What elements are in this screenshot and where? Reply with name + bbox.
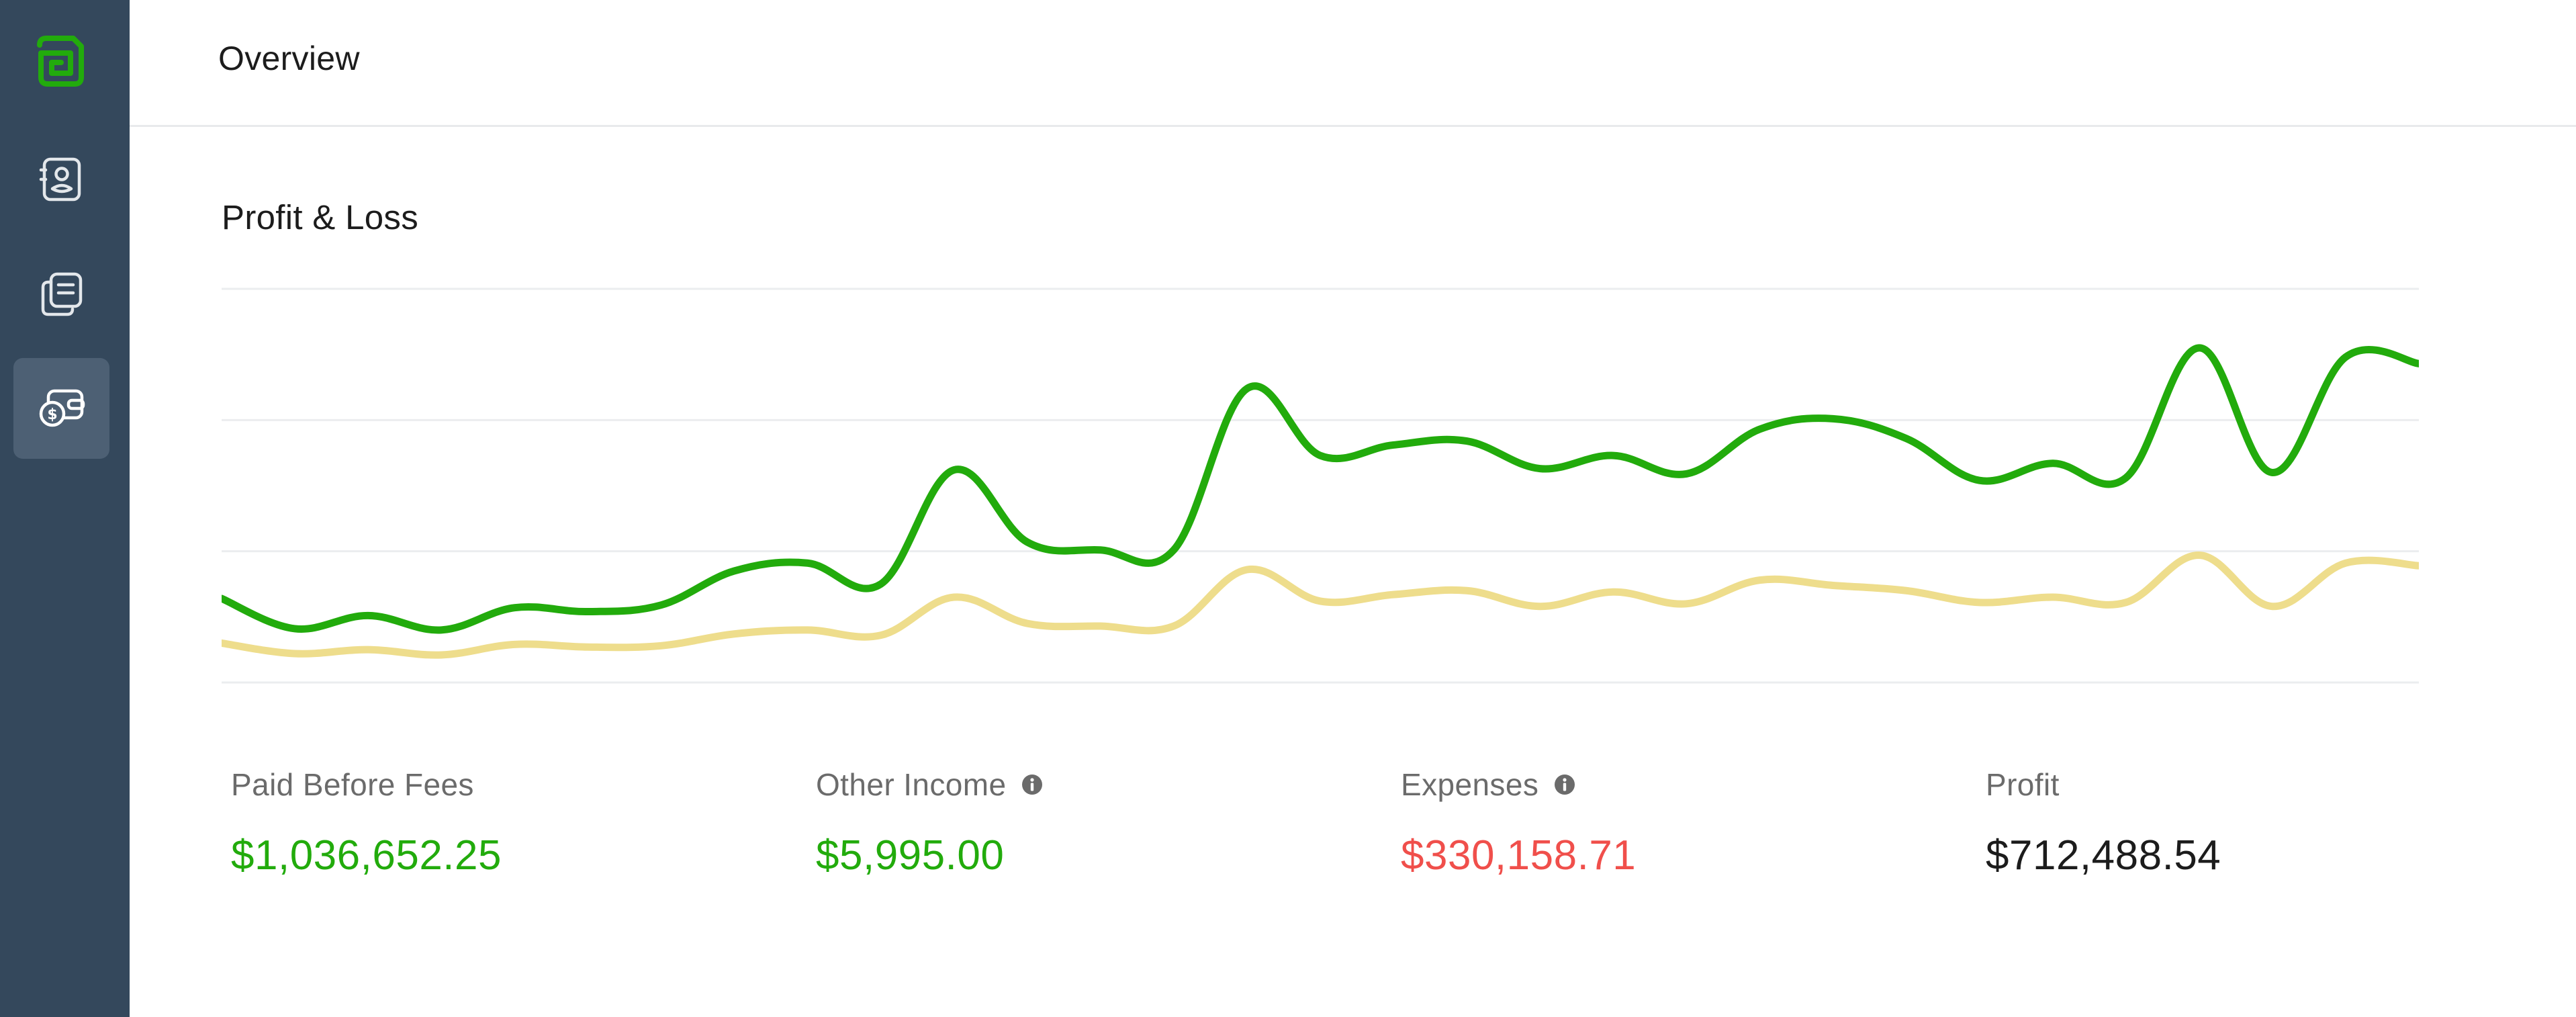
stat-label: Other Income: [816, 767, 1007, 802]
contact-card-icon: [38, 155, 86, 204]
info-icon[interactable]: [1553, 773, 1576, 796]
logo-icon[interactable]: [27, 28, 94, 95]
stat-label: Paid Before Fees: [231, 767, 474, 802]
sidebar: $: [0, 0, 130, 1017]
stat-label: Profit: [1986, 767, 2060, 802]
sidebar-item-documents[interactable]: [13, 244, 109, 345]
sidebar-item-payments[interactable]: $: [13, 358, 109, 459]
stat-profit: Profit $712,488.54: [1986, 764, 2221, 879]
page-title: Overview: [218, 40, 360, 77]
profit-loss-chart: [222, 288, 2419, 684]
stat-value: $5,995.00: [816, 832, 1005, 879]
stat-value: $330,158.71: [1401, 832, 1637, 879]
info-icon[interactable]: [1021, 773, 1044, 796]
top-bar: Overview: [130, 0, 2576, 127]
stat-other-income: Other Income $5,995.00: [816, 764, 1044, 879]
payments-icon: $: [36, 384, 87, 433]
stat-expenses: Expenses $330,158.71: [1401, 764, 1636, 879]
series-line-primary: [222, 344, 2419, 634]
sidebar-item-contacts[interactable]: [13, 129, 109, 230]
stat-paid-before-fees: Paid Before Fees $1,036,652.25: [231, 764, 502, 879]
section-title: Profit & Loss: [222, 198, 419, 236]
stat-value: $712,488.54: [1986, 832, 2221, 879]
stat-label: Expenses: [1401, 767, 1539, 802]
svg-text:$: $: [47, 406, 57, 423]
documents-icon: [38, 270, 86, 318]
series-line-secondary: [222, 551, 2419, 659]
stat-value: $1,036,652.25: [231, 832, 502, 879]
